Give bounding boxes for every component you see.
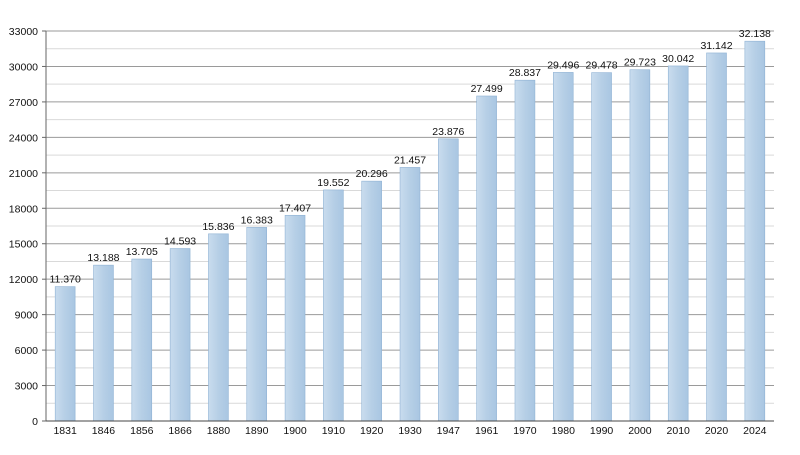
x-tick-label: 1900 [283,425,307,437]
bar-value-label: 29.723 [624,57,656,69]
bar-group: 27.499 1961 [471,83,503,437]
y-tick-label: 0 [32,416,38,428]
x-tick-label: 1831 [53,425,77,437]
bar-group: 29.478 1990 [586,60,618,437]
bar-value-label: 23.876 [432,126,464,138]
x-tick-label: 1980 [552,425,576,437]
bar [361,180,382,422]
bar [553,72,574,422]
y-tick-label: 12000 [9,274,38,286]
bar-group: 17.407 1900 [279,202,311,437]
bar-value-label: 20.296 [356,168,388,180]
bar-value-label: 14.593 [164,236,196,248]
bar-group: 15.836 1880 [202,221,234,437]
bar-value-label: 21.457 [394,154,426,166]
bar-group: 20.296 1920 [356,168,388,437]
bar-value-label: 15.836 [202,221,234,233]
bar [323,189,344,422]
bar-group: 28.837 1970 [509,67,541,437]
bar-group: 31.142 2020 [700,40,732,437]
y-tick-label: 18000 [9,203,38,215]
bar-group: 13.705 1856 [126,246,158,437]
bar-group: 23.876 1947 [432,126,464,437]
bar-value-label: 19.552 [317,177,349,189]
y-tick-label: 30000 [9,61,38,73]
bar-value-label: 29.496 [547,59,579,71]
x-tick-label: 1890 [245,425,269,437]
y-tick-label: 9000 [15,310,39,322]
bar [514,79,536,422]
bar-value-label: 28.837 [509,67,541,79]
bar-group: 19.552 1910 [317,177,349,437]
x-tick-label: 1990 [590,425,614,437]
y-tick-label: 21000 [9,168,38,180]
bar-group: 13.188 1846 [87,252,119,437]
bar-value-label: 11.370 [49,274,80,286]
y-tick-label: 24000 [9,132,38,144]
x-tick-label: 1846 [92,425,116,437]
bar-value-label: 31.142 [700,40,732,52]
x-tick-label: 1930 [398,425,422,437]
bar [667,65,689,422]
x-tick-label: 1910 [322,425,346,437]
bar [399,167,421,422]
bar-group: 29.723 2000 [624,57,656,437]
x-tick-label: 2010 [667,425,691,437]
bar [246,227,267,422]
bar [744,40,766,422]
bar-value-label: 16.383 [241,214,273,226]
y-tick-label: 15000 [9,239,38,251]
bar [54,286,76,422]
bar [629,69,651,422]
y-tick-label: 3000 [15,381,39,393]
bar [208,233,229,422]
bar-value-label: 13.188 [87,252,119,264]
y-tick-label: 27000 [9,97,38,109]
bar-group: 30.042 2010 [662,53,694,437]
bar [131,258,153,422]
bar [591,72,612,422]
x-tick-label: 1970 [513,425,537,437]
bar-value-label: 30.042 [662,53,694,65]
bar [284,214,306,422]
bar [169,248,191,422]
bar-group: 29.496 1980 [547,59,579,437]
x-tick-label: 1880 [207,425,231,437]
bar-value-label: 17.407 [279,202,311,214]
bar [706,52,727,422]
x-tick-label: 1920 [360,425,384,437]
x-tick-label: 1961 [475,425,499,437]
bar-value-label: 32.138 [739,28,771,40]
y-tick-label: 6000 [15,345,39,357]
x-tick-label: 2020 [705,425,729,437]
bar-group: 32.138 2024 [739,28,771,437]
bar-group: 21.457 1930 [394,154,426,437]
bar [438,138,459,422]
bar-value-label: 27.499 [471,83,503,95]
bar-group: 11.370 1831 [49,274,80,437]
x-tick-label: 1866 [168,425,192,437]
bar-value-label: 29.478 [586,60,618,72]
bar-group: 14.593 1866 [164,236,196,437]
x-tick-label: 2000 [628,425,652,437]
x-tick-label: 2024 [743,425,767,437]
y-tick-label: 33000 [9,26,38,38]
x-tick-label: 1856 [130,425,154,437]
bar [476,95,497,422]
bar-value-label: 13.705 [126,246,158,258]
x-tick-label: 1947 [437,425,461,437]
bar [93,264,114,422]
